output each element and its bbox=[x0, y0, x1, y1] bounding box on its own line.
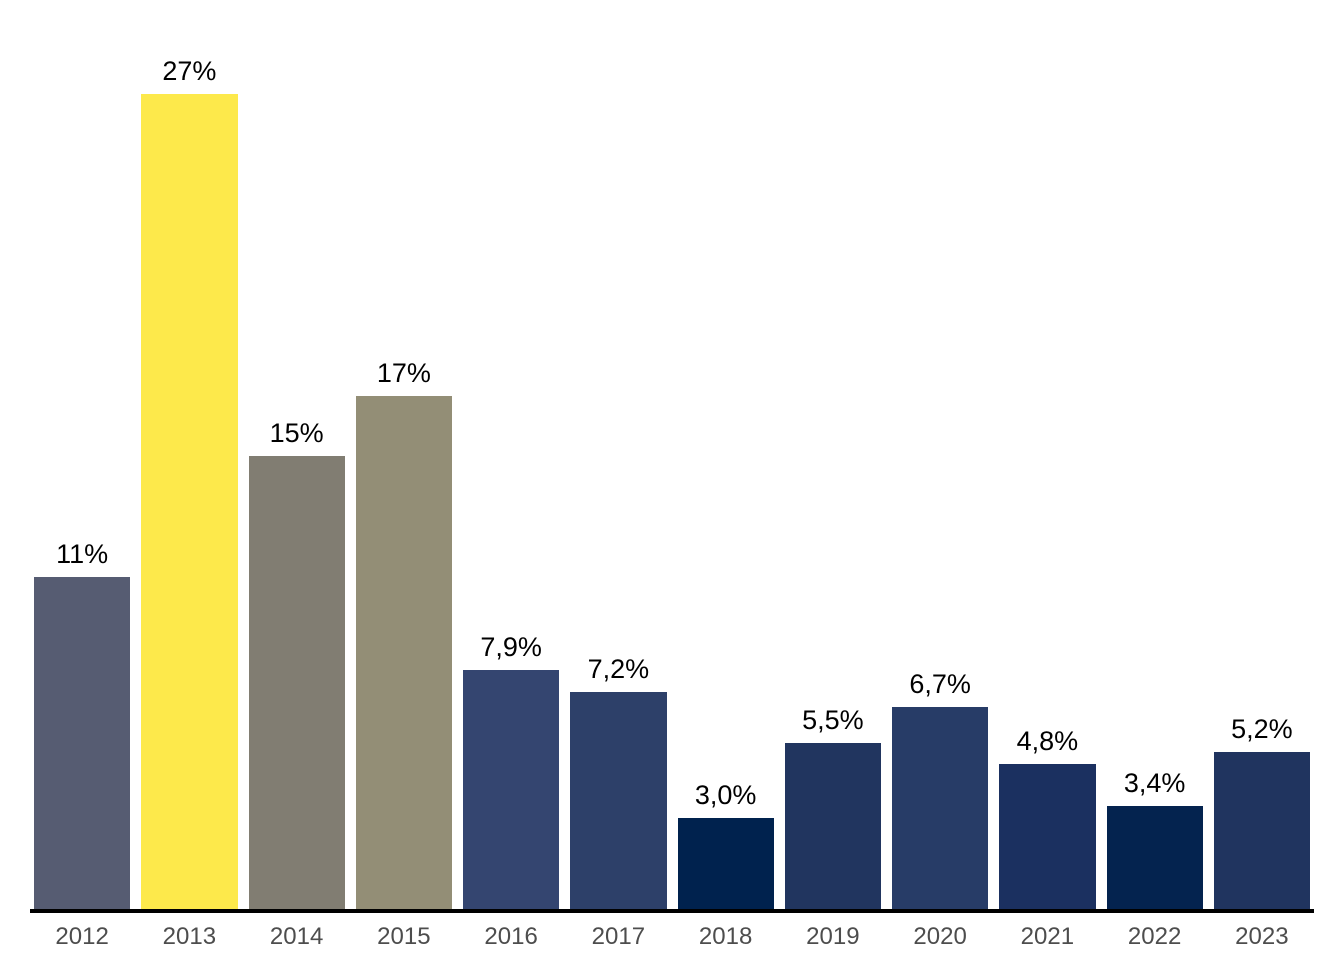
bar-value-label: 6,7% bbox=[909, 669, 971, 699]
x-tick-label: 2017 bbox=[591, 923, 646, 950]
x-axis-labels: 2012 2013 2014 2015 2016 2017 2018 2019 2020 2021… bbox=[34, 913, 1310, 951]
bar-value-label: 3,0% bbox=[694, 780, 757, 810]
bar-2016 bbox=[463, 670, 560, 909]
x-tick-label: 2022 bbox=[1127, 923, 1182, 950]
x-tick-label: 2021 bbox=[1020, 923, 1075, 950]
x-tick-label: 2023 bbox=[1235, 923, 1289, 950]
bar-value-label: 11% bbox=[56, 539, 109, 569]
x-tick-label: 2019 bbox=[806, 923, 860, 950]
bar-group-2020: 6,7% bbox=[892, 0, 989, 909]
x-tick-label: 2014 bbox=[269, 923, 324, 950]
bar-group-2018: 3,0% bbox=[677, 0, 774, 909]
bar-group-2019: 5,5% bbox=[784, 0, 881, 909]
bar-value-label: 3,4% bbox=[1123, 768, 1186, 798]
bar-value-label: 27% bbox=[162, 56, 217, 86]
bar-group-2013: 27% bbox=[141, 0, 238, 909]
bar-value-label: 7,2% bbox=[587, 654, 650, 684]
bar-2020 bbox=[892, 707, 989, 909]
bar-value-label: 15% bbox=[269, 418, 324, 448]
bar-group-2012: 11% bbox=[34, 0, 131, 909]
bar-2013 bbox=[141, 94, 238, 909]
bar-group-2014: 15% bbox=[248, 0, 345, 909]
bar-group-2021: 4,8% bbox=[999, 0, 1096, 909]
x-tick-label: 2018 bbox=[698, 923, 753, 950]
bar-value-label: 4,8% bbox=[1016, 726, 1079, 756]
bar-value-label: 17% bbox=[376, 358, 431, 388]
bar-2015 bbox=[355, 396, 452, 909]
bar-2019 bbox=[784, 743, 881, 909]
bar-group-2022: 3,4% bbox=[1106, 0, 1203, 909]
bar-group-2023: 5,2% bbox=[1213, 0, 1310, 909]
bar-value-label: 7,9% bbox=[480, 632, 542, 662]
bar-group-2016: 7,9% bbox=[463, 0, 560, 909]
bar-2021 bbox=[999, 764, 1096, 909]
x-tick-label: 2013 bbox=[162, 923, 217, 950]
bar-value-label: 5,2% bbox=[1231, 714, 1293, 744]
bar-2014 bbox=[248, 456, 345, 909]
x-tick-label: 2012 bbox=[55, 923, 109, 950]
x-tick-label: 2015 bbox=[377, 923, 431, 950]
bar-group-2017: 7,2% bbox=[570, 0, 667, 909]
x-tick-label: 2020 bbox=[913, 923, 967, 950]
bar-group-2015: 17% bbox=[355, 0, 452, 909]
plot-area: 11% 27% 15% 17% 7,9% 7,2% 3,0% 5,5% 6,7% 4,8% 3,4%… bbox=[34, 0, 1310, 909]
bar-value-label: 5,5% bbox=[802, 705, 864, 735]
bar-2018 bbox=[677, 818, 774, 909]
bar-2022 bbox=[1106, 806, 1203, 909]
bar-2017 bbox=[570, 692, 667, 909]
x-tick-label: 2016 bbox=[484, 923, 538, 950]
x-axis-line bbox=[30, 909, 1314, 913]
bar-2023 bbox=[1213, 752, 1310, 909]
bar-2012 bbox=[34, 577, 131, 909]
